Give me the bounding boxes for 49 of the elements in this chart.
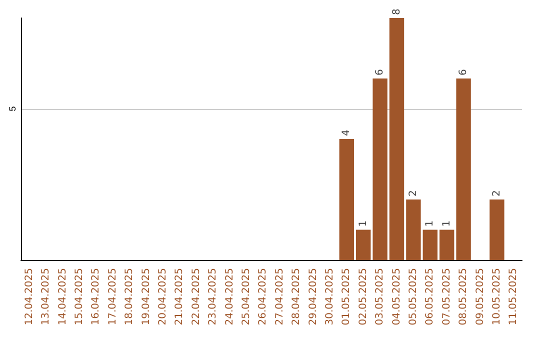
- x-tick-label: 07.05.2025: [441, 268, 452, 326]
- x-tick-label: 30.04.2025: [324, 268, 336, 326]
- bar: [456, 78, 471, 260]
- bar: [406, 200, 421, 260]
- data-label: 6: [458, 69, 470, 76]
- x-tick-label: 06.05.2025: [424, 268, 436, 326]
- x-tick-label: 10.05.2025: [491, 268, 502, 326]
- x-tick-label: 05.05.2025: [408, 268, 419, 326]
- x-tick-label: 03.05.2025: [374, 268, 386, 326]
- x-tick-label: 20.04.2025: [157, 268, 168, 326]
- x-tick-label: 22.04.2025: [190, 268, 202, 326]
- bar: [339, 139, 354, 260]
- x-tick-label: 28.04.2025: [291, 268, 302, 326]
- data-label: 1: [358, 220, 369, 227]
- x-tick-label: 27.04.2025: [274, 268, 286, 326]
- x-tick-label: 14.04.2025: [57, 268, 68, 326]
- bar: [440, 230, 454, 260]
- x-tick-label: 02.05.2025: [358, 268, 369, 326]
- x-tick-label: 18.04.2025: [124, 268, 136, 326]
- data-label: 4: [341, 130, 352, 136]
- x-tick-label: 17.04.2025: [107, 268, 118, 326]
- x-tick-label: 15.04.2025: [74, 268, 85, 326]
- x-tick-label: 23.04.2025: [208, 268, 219, 326]
- data-label: 1: [424, 220, 436, 227]
- x-tick-label: 01.05.2025: [341, 268, 352, 326]
- x-tick-label: 04.05.2025: [391, 268, 402, 326]
- x-tick-label: 29.04.2025: [308, 268, 319, 326]
- x-tick-label: 24.04.2025: [224, 268, 236, 326]
- x-tick-label: 12.04.2025: [24, 268, 35, 326]
- x-tick-label: 25.04.2025: [240, 268, 252, 326]
- y-tick-label: 5: [8, 106, 18, 112]
- x-tick-label: 26.04.2025: [258, 268, 269, 326]
- bar: [389, 18, 404, 260]
- data-label: 1: [441, 220, 452, 227]
- x-tick-label: 21.04.2025: [174, 268, 186, 326]
- x-tick-label: 09.05.2025: [474, 268, 486, 326]
- bar: [490, 200, 504, 260]
- x-tick-label: 16.04.2025: [90, 268, 102, 326]
- data-label: 6: [374, 69, 386, 76]
- bar: [356, 230, 371, 260]
- x-tick-label: 11.05.2025: [508, 268, 520, 326]
- data-label: 8: [391, 8, 402, 15]
- x-tick-label: 13.04.2025: [40, 268, 52, 326]
- bar: [422, 230, 438, 260]
- bar: [372, 78, 388, 260]
- data-label: 2: [408, 190, 419, 196]
- data-label: 2: [491, 190, 502, 196]
- x-tick-label: 08.05.2025: [458, 268, 470, 326]
- x-tick-label: 19.04.2025: [140, 268, 152, 326]
